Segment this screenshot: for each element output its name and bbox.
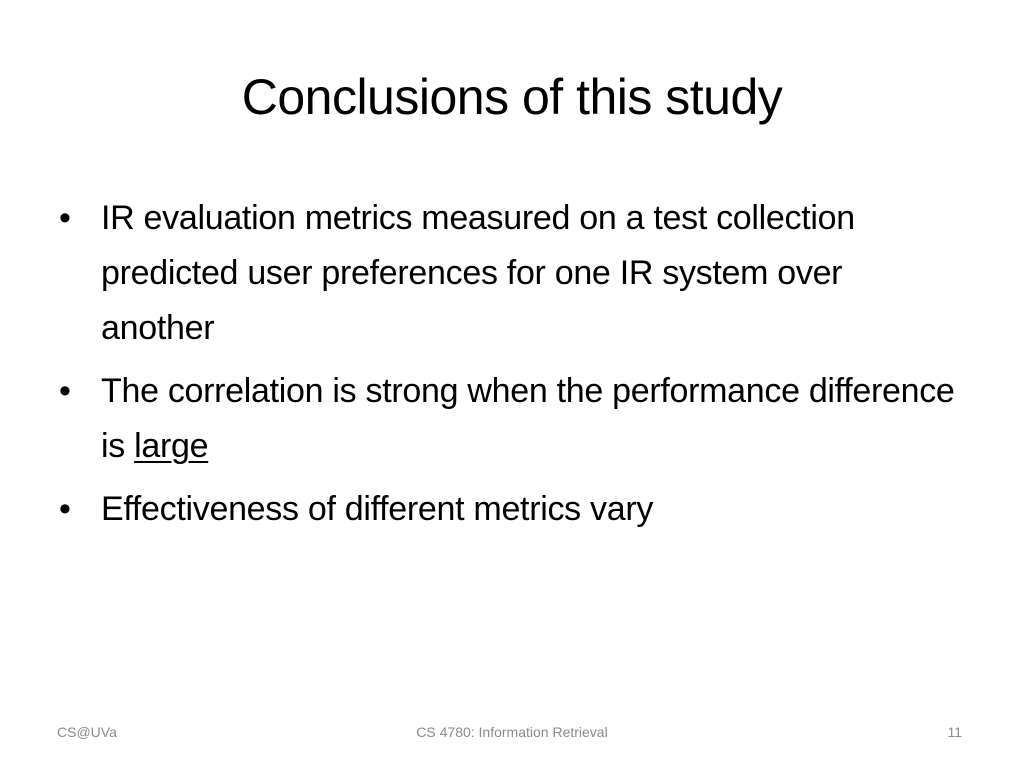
- bullet-text: IR evaluation metrics measured on a test…: [101, 199, 855, 347]
- bullet-text: The correlation is strong when the perfo…: [101, 372, 955, 465]
- bullet-item: • Effectiveness of different metrics var…: [57, 482, 957, 537]
- slide-number: 11: [947, 724, 962, 740]
- bullet-list: • IR evaluation metrics measured on a te…: [57, 191, 957, 545]
- underlined-emphasis: large: [134, 427, 209, 465]
- bullet-icon: •: [59, 372, 71, 410]
- bullet-icon: •: [59, 199, 71, 237]
- footer-left-label: CS@UVa: [57, 724, 117, 740]
- bullet-item: • The correlation is strong when the per…: [57, 364, 957, 474]
- bullet-icon: •: [59, 490, 71, 528]
- bullet-item: • IR evaluation metrics measured on a te…: [57, 191, 957, 356]
- bullet-text: Effectiveness of different metrics vary: [101, 490, 654, 528]
- footer-course-title: CS 4780: Information Retrieval: [416, 724, 608, 740]
- slide-title: Conclusions of this study: [241, 69, 783, 125]
